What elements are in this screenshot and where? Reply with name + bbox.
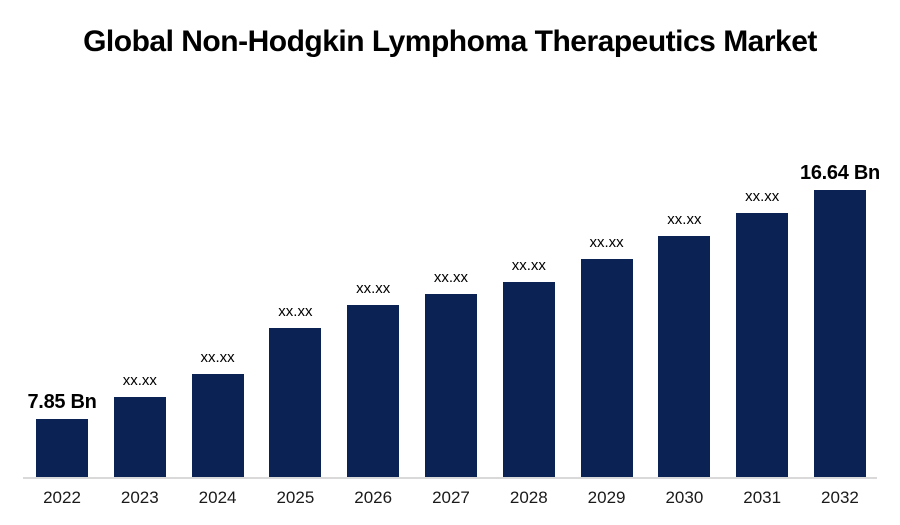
bar-column-2023: xx.xx (113, 372, 166, 477)
x-axis-label-2023: 2023 (120, 488, 159, 507)
bar-column-2029: xx.xx (580, 234, 633, 477)
x-axis-labels-row: 2022 2023 2024 2025 2026 2027 2028 2029 2030 2031… (36, 488, 866, 508)
x-axis-label-2028: 2028 (509, 488, 548, 507)
bar-column-2030: xx.xx (658, 211, 711, 477)
bar-column-2024: xx.xx (191, 349, 244, 477)
plot-area: 7.85 Bn xx.xx xx.xx xx.xx xx.xx xx.xx xx.xx xx.… (27, 163, 880, 477)
bar-column-2031: xx.xx (736, 188, 789, 477)
bar-value-label-2023: xx.xx (122, 372, 157, 389)
bar-value-label-2031: xx.xx (745, 188, 780, 205)
bar-2031 (736, 213, 789, 477)
bar-2027 (424, 294, 477, 477)
bar-column-2032: 16.64 Bn (800, 163, 880, 477)
x-axis-label-2025: 2025 (276, 488, 315, 507)
x-axis-label-2024: 2024 (198, 488, 237, 507)
bar-2023 (113, 397, 166, 477)
bar-column-2022: 7.85 Bn (27, 392, 97, 477)
bar-value-label-2026: xx.xx (356, 280, 391, 297)
bar-2025 (269, 328, 322, 477)
bar-column-2027: xx.xx (424, 269, 477, 477)
bar-value-label-2032: 16.64 Bn (800, 162, 880, 184)
bar-value-label-2028: xx.xx (511, 257, 546, 274)
x-axis-label-2027: 2027 (432, 488, 470, 507)
bar-2030 (658, 236, 711, 477)
bar-2022 (36, 419, 88, 477)
bar-2024 (191, 374, 244, 477)
x-axis-line (23, 477, 877, 479)
bar-value-label-2030: xx.xx (667, 211, 702, 228)
bar-value-label-2024: xx.xx (200, 349, 235, 366)
bar-2028 (502, 282, 555, 477)
bar-column-2026: xx.xx (347, 280, 400, 477)
x-axis-label-2022: 2022 (43, 488, 81, 507)
bar-column-2025: xx.xx (269, 303, 322, 477)
x-axis-label-2032: 2032 (821, 488, 859, 507)
x-axis-label-2026: 2026 (354, 488, 393, 507)
bar-value-label-2029: xx.xx (589, 234, 624, 251)
x-axis-label-2029: 2029 (587, 488, 626, 507)
x-axis-label-2031: 2031 (743, 488, 782, 507)
chart-title: Global Non-Hodgkin Lymphoma Therapeutics… (83, 25, 817, 58)
x-axis-label-2030: 2030 (665, 488, 704, 507)
bar-2029 (580, 259, 633, 477)
bar-value-label-2027: xx.xx (433, 269, 469, 286)
bar-value-label-2022: 7.85 Bn (27, 391, 97, 413)
bar-2032 (813, 190, 866, 477)
bar-2026 (347, 305, 400, 477)
bar-column-2028: xx.xx (502, 257, 555, 477)
bar-value-label-2025: xx.xx (278, 303, 313, 320)
